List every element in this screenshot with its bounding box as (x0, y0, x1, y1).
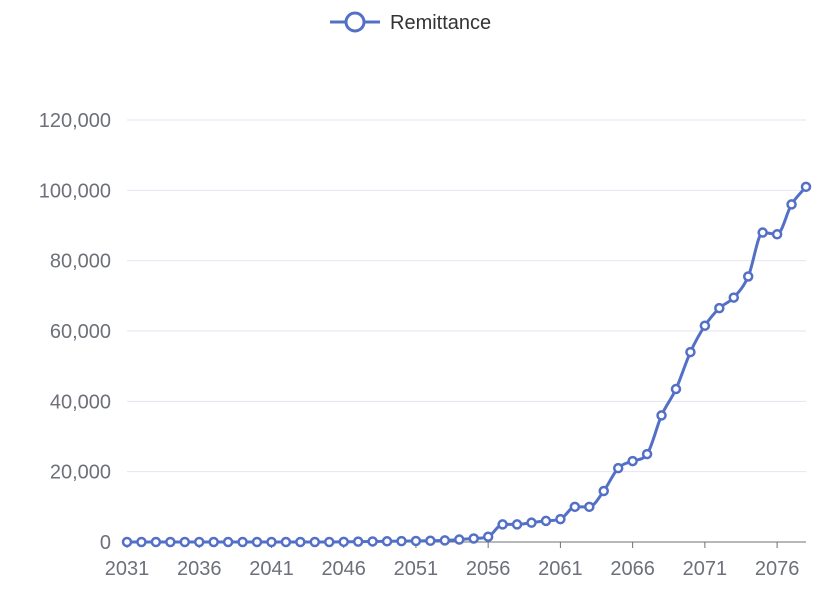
data-point[interactable] (454, 534, 465, 545)
data-point[interactable] (641, 448, 653, 460)
data-point[interactable] (497, 519, 508, 530)
data-point[interactable] (280, 536, 292, 548)
data-point[interactable] (800, 181, 812, 193)
series-line-remittance (126, 185, 808, 544)
series-layer (121, 181, 812, 548)
y-tick-label: 20,000 (50, 462, 111, 484)
data-point[interactable] (367, 536, 378, 547)
y-tick-label: 100,000 (39, 180, 111, 202)
data-point[interactable] (150, 536, 162, 548)
data-point[interactable] (526, 517, 537, 528)
grid (127, 119, 806, 473)
data-point[interactable] (540, 515, 552, 527)
x-tick-label: 2071 (683, 558, 728, 580)
data-point[interactable] (555, 513, 566, 525)
x-tick-label: 2076 (755, 558, 800, 580)
legend-label: Remittance (390, 12, 491, 34)
legend[interactable]: Remittance (330, 11, 491, 34)
x-tick-label: 2051 (394, 558, 439, 580)
data-point[interactable] (136, 536, 147, 548)
data-point[interactable] (222, 536, 234, 548)
x-tick-label: 2031 (105, 558, 150, 580)
data-point[interactable] (237, 536, 248, 548)
data-point[interactable] (381, 536, 393, 547)
data-point[interactable] (511, 519, 523, 530)
data-point[interactable] (670, 383, 682, 395)
x-tick-label: 2066 (610, 558, 655, 580)
data-point[interactable] (266, 536, 277, 548)
data-point[interactable] (569, 501, 581, 513)
data-point[interactable] (165, 536, 176, 548)
data-point[interactable] (468, 533, 479, 544)
data-point[interactable] (742, 271, 754, 282)
x-tick-label: 2046 (321, 558, 366, 580)
data-point[interactable] (208, 536, 219, 548)
data-point[interactable] (714, 302, 725, 314)
data-point[interactable] (771, 229, 783, 240)
data-point[interactable] (251, 536, 263, 548)
data-point[interactable] (786, 199, 797, 210)
data-point[interactable] (396, 535, 407, 547)
data-point[interactable] (410, 535, 422, 547)
data-point[interactable] (699, 320, 711, 331)
x-tick-label: 2041 (249, 558, 294, 580)
data-point[interactable] (598, 485, 609, 497)
data-point[interactable] (352, 536, 364, 547)
data-point[interactable] (193, 536, 205, 548)
x-tick-label: 2036 (177, 558, 222, 580)
data-point[interactable] (309, 536, 321, 548)
data-point[interactable] (338, 536, 349, 548)
data-point[interactable] (627, 455, 638, 467)
y-axis-labels: 0 20,000 40,000 60,000 80,000 100,000 120,000 (39, 110, 111, 554)
data-point[interactable] (482, 531, 494, 542)
data-point[interactable] (439, 535, 451, 546)
y-tick-label: 120,000 (39, 110, 111, 132)
data-point[interactable] (121, 536, 133, 548)
data-point[interactable] (295, 536, 306, 548)
data-point[interactable] (324, 536, 335, 548)
y-tick-label: 40,000 (50, 391, 111, 413)
data-point[interactable] (179, 536, 191, 548)
data-point[interactable] (728, 292, 740, 303)
data-point[interactable] (584, 501, 595, 513)
data-point[interactable] (685, 346, 696, 358)
data-point[interactable] (757, 227, 768, 238)
y-tick-label: 80,000 (50, 251, 111, 273)
legend-circle-marker (344, 11, 366, 33)
data-point[interactable] (656, 410, 667, 421)
y-tick-label: 60,000 (50, 321, 111, 343)
x-tick-label: 2056 (466, 558, 511, 580)
data-point[interactable] (612, 462, 624, 474)
x-tick-label: 2061 (538, 558, 583, 580)
data-point[interactable] (425, 535, 436, 547)
y-tick-label: 0 (100, 532, 111, 554)
x-axis: 2031 2036 2041 2046 2051 2056 2061 2066 2071 2076 (105, 541, 806, 580)
